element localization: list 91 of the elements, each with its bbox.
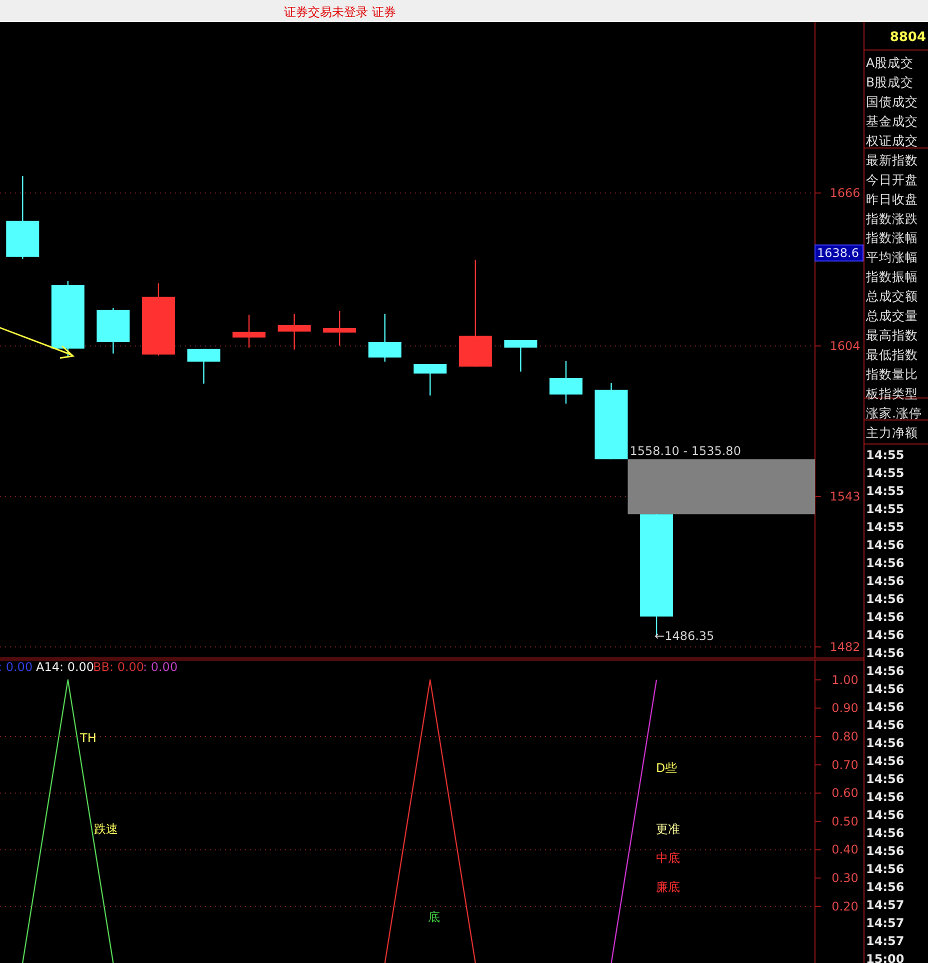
category-label: 最高指数 [866, 328, 918, 343]
text: 14:57 [866, 934, 904, 948]
y-tick-label: 1.00 [832, 672, 858, 687]
y-tick-label: 1604 [830, 338, 860, 353]
text: 14:56 [866, 610, 904, 624]
y-tick-label: 0.90 [832, 701, 858, 716]
category-label: 国债成交 [866, 94, 918, 109]
text: 14:56 [866, 628, 904, 642]
category-label: A股成交 [866, 55, 914, 70]
text: 14:55 [866, 448, 904, 462]
text: 8804 [890, 30, 926, 45]
category-label: 指数振幅 [865, 269, 918, 284]
text: 14:56 [866, 754, 904, 768]
y-tick-label: 0.30 [832, 871, 858, 886]
text: 14:56 [866, 844, 904, 858]
text: 14:56 [866, 826, 904, 840]
text: 14:56 [866, 808, 904, 822]
text: 14:55 [866, 484, 904, 498]
text: 15:00 [866, 952, 904, 963]
annotation: A14: 0.00 [36, 660, 94, 674]
candlestick [142, 282, 175, 356]
chart-title: 证券交易未登录 证券 [284, 5, 396, 19]
category-label: 基金成交 [866, 113, 918, 128]
category-label: 平均涨幅 [866, 250, 918, 265]
y-tick-label: 1482 [830, 640, 860, 654]
annotation: BB: 0.00 [93, 660, 144, 674]
annotation: D些 [656, 761, 678, 775]
text: 14:56 [866, 772, 904, 786]
y-tick-label: 0.20 [832, 899, 858, 914]
text: 14:56 [866, 538, 904, 552]
candlestick [232, 314, 266, 348]
candlestick [187, 348, 220, 384]
annotation: : 0.00 [143, 660, 178, 674]
category-label: B股成交 [866, 74, 914, 90]
text: 14:56 [866, 880, 904, 894]
category-label: 总成交额 [865, 288, 918, 304]
y-tick-label: 0.50 [832, 814, 858, 828]
y-tick-label: 1666 [830, 186, 860, 200]
text: 14:57 [866, 898, 904, 912]
text: 14:56 [866, 682, 904, 696]
band-label: 1558.10 - 1535.80 [630, 444, 741, 458]
candlestick [96, 307, 130, 354]
candlestick [458, 259, 492, 368]
annotation: 中底 [656, 851, 680, 865]
y-tick-label: 0.40 [832, 842, 858, 857]
text: 14:55 [866, 466, 904, 480]
text: 14:56 [866, 700, 904, 714]
category-label: 指数量比 [865, 366, 918, 382]
y-tick-label: 1543 [830, 489, 860, 504]
category-label: 指数涨跌 [865, 210, 918, 226]
text: 14:56 [866, 718, 904, 732]
category-label: 昨日收盘 [866, 191, 918, 206]
annotation: 底 [428, 910, 440, 924]
y-tick-label: 0.70 [832, 758, 858, 772]
category-label: 涨家.涨停 [866, 405, 922, 420]
category-label: 权证成交 [865, 132, 918, 148]
text: 14:56 [866, 736, 904, 750]
text: 14:56 [866, 790, 904, 804]
text: 14:55 [866, 520, 904, 534]
text: 14:56 [866, 646, 904, 660]
category-label: 指数涨幅 [865, 230, 918, 246]
category-label: 最低指数 [866, 347, 918, 362]
category-label: 今日开盘 [866, 172, 918, 187]
candlestick [504, 339, 538, 372]
text: 14:55 [866, 502, 904, 516]
annotation: TH [79, 731, 96, 745]
y-tick-label: 0.60 [832, 786, 858, 800]
candlestick [278, 313, 311, 350]
candlestick [323, 310, 356, 346]
text: 14:56 [866, 862, 904, 876]
annotation: ←1486.35 [654, 629, 714, 643]
annotation: 跌速 [94, 822, 118, 836]
category-label: 总成交量 [865, 308, 918, 324]
annotation: 廉底 [656, 880, 680, 894]
text: 14:56 [866, 556, 904, 570]
text: 14:57 [866, 916, 904, 930]
candlestick [51, 280, 84, 358]
annotation: 更准 [656, 822, 680, 836]
y-tick-label: 0.80 [832, 729, 858, 744]
text: 14:56 [866, 664, 904, 678]
text: 14:56 [866, 592, 904, 606]
text: 14:56 [866, 574, 904, 588]
category-label: 最新指数 [866, 152, 918, 168]
candlestick [594, 382, 628, 460]
text: 1638.6 [817, 246, 859, 260]
candlestick [368, 313, 402, 362]
category-label: 主力净额 [866, 424, 918, 440]
candlestick [6, 175, 40, 260]
candlestick [414, 363, 447, 396]
candlestick [549, 360, 582, 404]
category-label: 板指类型 [865, 386, 918, 401]
